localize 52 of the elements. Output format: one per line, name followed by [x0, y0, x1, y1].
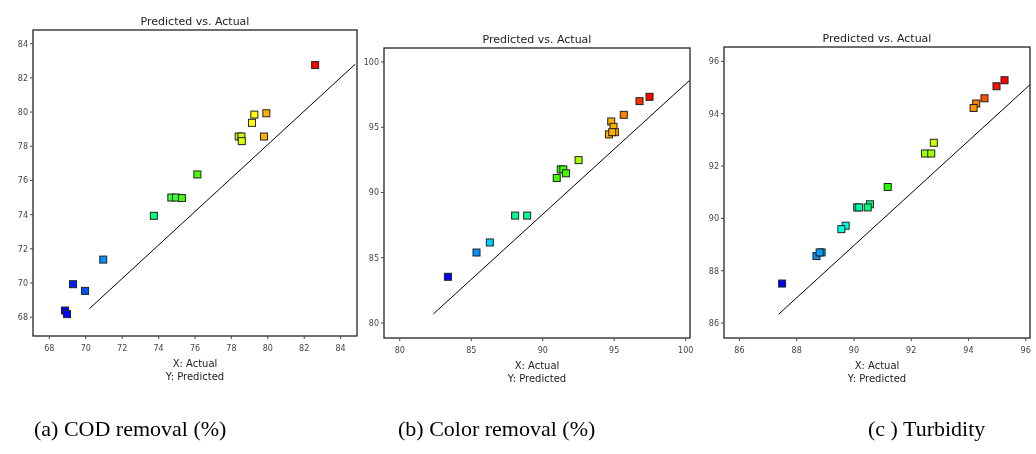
x-tick-label: 92	[906, 346, 917, 355]
x-tick-label: 82	[299, 344, 310, 353]
x-tick-label: 68	[44, 344, 55, 353]
y-tick-label: 95	[368, 123, 379, 133]
y-tick-label: 84	[17, 39, 28, 49]
y-tick-label: 94	[708, 109, 719, 119]
y-tick-label: 68	[17, 313, 28, 323]
text: (c ) Turbidity	[868, 416, 986, 441]
text: Y: Predicted	[164, 371, 225, 382]
x-tick-label: 95	[609, 346, 620, 355]
y-tick-label: 70	[17, 279, 28, 289]
y-tick-label: 72	[17, 244, 28, 254]
chart-title: Predicted vs. Actual	[822, 32, 932, 45]
x-tick-label: 85	[466, 346, 477, 355]
x-axis-title: X: Actual	[172, 358, 218, 369]
x-tick-label: 100	[678, 346, 694, 355]
text: (a) COD removal (%)	[34, 416, 227, 441]
y-tick-label: 76	[17, 176, 28, 186]
y-tick-label: 88	[708, 266, 719, 276]
y-tick-label: 90	[708, 214, 719, 224]
x-tick-label: 72	[117, 344, 128, 353]
y-tick-label: 96	[708, 57, 719, 67]
x-tick-label: 90	[537, 346, 548, 355]
x-tick-label: 94	[963, 346, 974, 355]
x-tick-label: 74	[153, 344, 164, 353]
y-tick-label: 78	[17, 142, 28, 152]
x-tick-label: 96	[1020, 346, 1031, 355]
x-axis-title: X: Actual	[514, 360, 560, 371]
y-tick-label: 90	[368, 188, 379, 198]
y-tick-label: 82	[17, 73, 28, 83]
x-tick-label: 80	[394, 346, 405, 355]
text: (b) Color removal (%)	[398, 416, 596, 441]
x-tick-label: 90	[848, 346, 860, 355]
y-tick-label: 80	[17, 108, 28, 118]
chart-title: Predicted vs. Actual	[482, 33, 592, 46]
y-tick-label: 74	[17, 210, 28, 220]
x-tick-label: 80	[262, 344, 273, 353]
text: Y: Predicted	[506, 373, 567, 384]
y-tick-label: 92	[708, 162, 719, 172]
x-tick-label: 86	[734, 346, 745, 355]
y-tick-label: 85	[368, 253, 379, 263]
x-tick-label: 78	[226, 344, 237, 353]
x-tick-label: 76	[189, 344, 201, 353]
x-tick-label: 84	[335, 344, 346, 353]
x-tick-label: 88	[791, 346, 802, 355]
x-axis-title: X: Actual	[854, 360, 900, 371]
y-tick-label: 80	[368, 318, 379, 328]
x-tick-label: 70	[80, 344, 91, 353]
y-tick-label: 86	[708, 319, 719, 329]
chart-title: Predicted vs. Actual	[140, 15, 250, 28]
text: Y: Predicted	[846, 373, 907, 384]
y-tick-label: 100	[363, 57, 379, 67]
